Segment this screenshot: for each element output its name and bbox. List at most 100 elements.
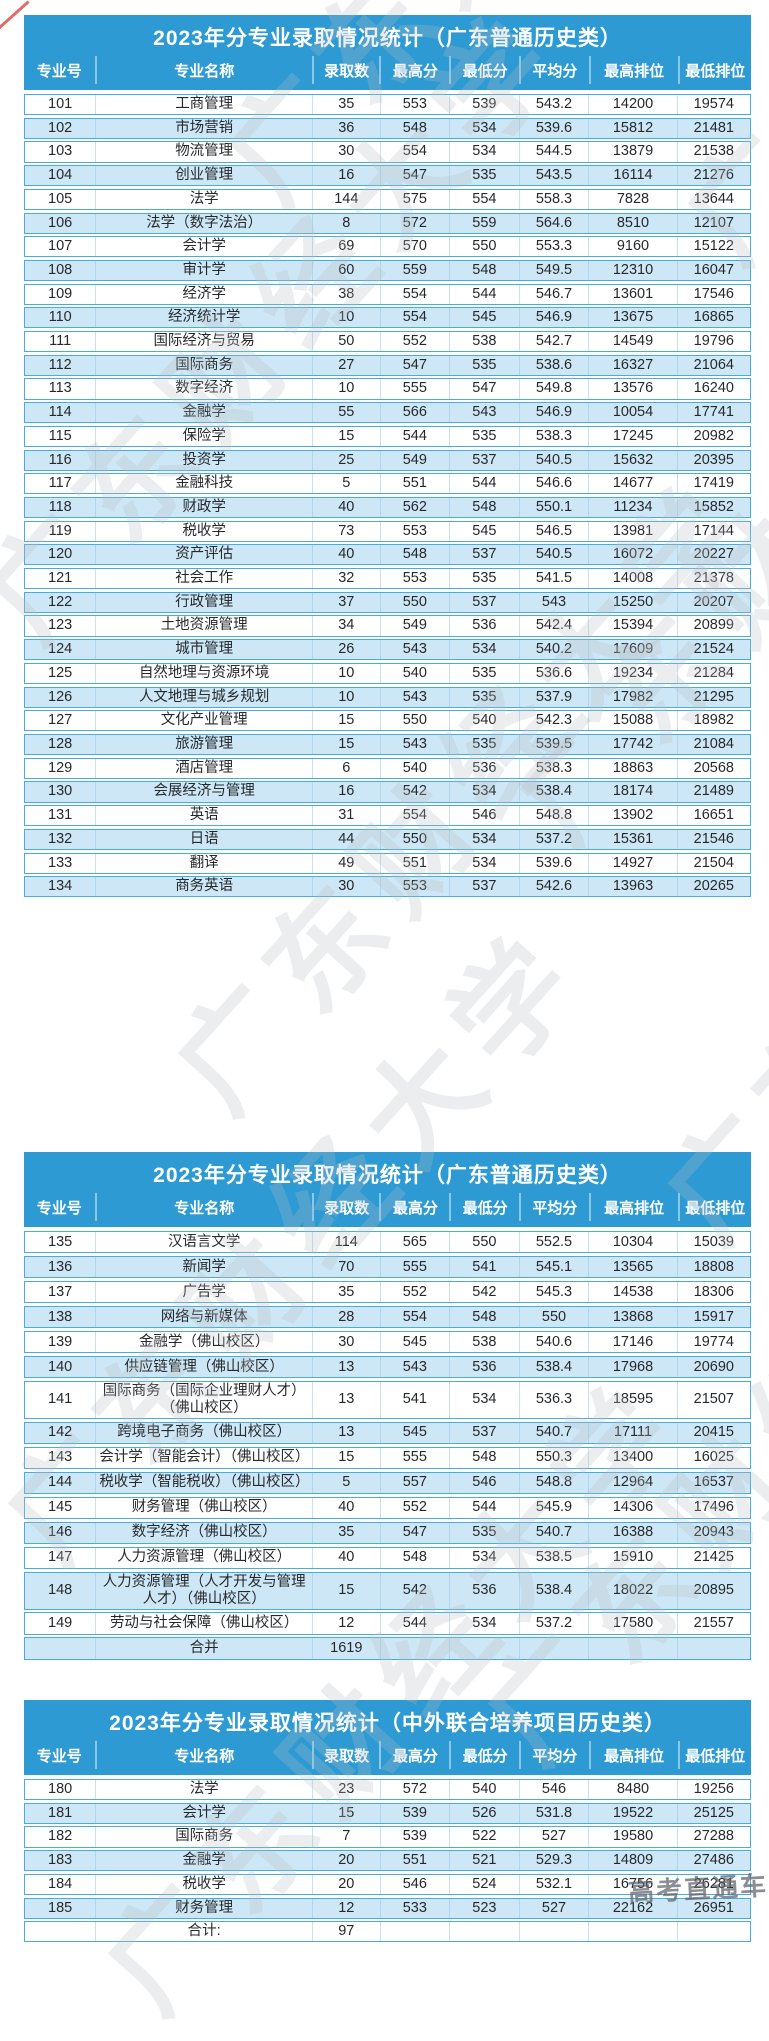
cell-lowest-rank: 20207 [676, 592, 750, 612]
table-row: 136 新闻学 70 555 541 545.1 13565 18808 [24, 1255, 751, 1279]
cell-lowest-rank: 20982 [676, 426, 750, 446]
cell-max-score: 542 [379, 1572, 450, 1609]
cell-best-rank: 15250 [588, 592, 676, 612]
cell-major-name: 法学 [95, 189, 312, 209]
cell-major-name: 税收学 [95, 1874, 312, 1894]
cell-major-code: 143 [48, 1449, 73, 1466]
cell-major-name: 资产评估 [95, 545, 312, 565]
cell-min-score: 536 [449, 616, 519, 636]
cell-avg-score: 527 [518, 1898, 589, 1918]
cell-admit-count: 60 [312, 260, 379, 281]
cell-admit-count: 13 [312, 1356, 379, 1378]
cell-major-code: 109 [48, 285, 73, 302]
cell-lowest-rank: 21524 [676, 640, 750, 660]
cell-major-code: 135 [48, 1233, 73, 1250]
cell-admit-count: 114 [312, 1232, 379, 1253]
cell-avg-score: 553.3 [518, 237, 589, 257]
table-row: 106 法学（数字法治） 8 572 559 564.6 8510 12107 [24, 212, 751, 234]
cell-best-rank: 13879 [588, 142, 676, 162]
cell-major-name: 人文地理与城乡规划 [95, 687, 312, 707]
cell-best-rank: 13981 [588, 521, 676, 541]
cell-major-name: 金融科技 [95, 474, 312, 494]
cell-best-rank [588, 1922, 676, 1942]
cell-best-rank: 17146 [588, 1331, 676, 1353]
cell-admit-count: 97 [312, 1922, 379, 1942]
cell-min-score: 545 [449, 521, 519, 541]
cell-admit-count: 35 [312, 95, 379, 115]
cell-major-name: 日语 [95, 829, 312, 849]
cell-major-name: 物流管理 [95, 142, 312, 162]
cell-best-rank: 14809 [588, 1851, 676, 1871]
cell-best-rank: 19522 [588, 1803, 676, 1823]
cell-min-score: 540 [449, 1780, 519, 1800]
cell-lowest-rank: 16651 [676, 806, 750, 826]
cell-admit-count: 30 [312, 1331, 379, 1353]
cell-admit-count: 40 [312, 1547, 379, 1569]
cell-min-score: 521 [449, 1851, 519, 1871]
cell-major-code: 185 [48, 1899, 73, 1916]
cell-best-rank: 17742 [588, 734, 676, 755]
cell-best-rank [588, 1638, 676, 1659]
table-row: 111 国际经济与贸易 50 552 538 542.7 14549 19796 [24, 331, 751, 353]
cell-major-code: 132 [48, 830, 73, 847]
table-row: 合并 1619 [24, 1637, 751, 1660]
table-row: 145 财务管理（佛山校区） 40 552 544 545.9 14306 17496 [24, 1496, 751, 1520]
cell-major-code: 144 [48, 1474, 73, 1491]
table-row: 113 数字经济 10 555 547 549.8 13576 16240 [24, 378, 751, 400]
table-row: 126 人文地理与城乡规划 10 543 535 537.9 17982 21295 [24, 686, 751, 708]
table-body: 180 法学 23 572 540 546 8480 19256 181 会计学 15 539 526 5… [24, 1779, 751, 1943]
table-row: 140 供应链管理（佛山校区） 13 543 536 538.4 17968 20690 [24, 1355, 751, 1379]
cell-avg-score: 550.1 [518, 497, 589, 518]
cell-admit-count: 55 [312, 403, 379, 423]
cell-lowest-rank: 25125 [676, 1803, 750, 1823]
cell-min-score: 523 [449, 1898, 519, 1918]
cell-lowest-rank: 18306 [676, 1281, 750, 1303]
cell-major-code: 112 [48, 356, 72, 373]
cell-admit-count: 73 [312, 521, 379, 541]
column-header-lowest-rank: 最低排位 [677, 56, 751, 84]
table-row: 185 财务管理 12 533 523 527 22162 26951 [24, 1897, 751, 1919]
cell-major-name: 英语 [95, 806, 312, 826]
table-row: 103 物流管理 30 554 534 544.5 13879 21538 [24, 141, 751, 163]
cell-avg-score: 545.3 [518, 1281, 589, 1303]
cell-avg-score: 536.3 [518, 1381, 589, 1419]
table-row: 105 法学 144 575 554 558.3 7828 13644 [24, 188, 751, 210]
cell-major-code: 136 [48, 1258, 73, 1275]
cell-lowest-rank [676, 1922, 750, 1942]
cell-major-code: 110 [48, 309, 72, 326]
cell-major-name: 新闻学 [95, 1256, 312, 1278]
cell-max-score: 541 [379, 1381, 450, 1419]
cell-major-name: 网络与新媒体 [95, 1306, 312, 1328]
cell-lowest-rank: 21425 [676, 1547, 750, 1569]
cell-best-rank: 13675 [588, 308, 676, 328]
cell-major-code: 126 [48, 688, 73, 705]
cell-major-code: 104 [48, 167, 73, 184]
cell-major-code: 122 [48, 593, 73, 610]
cell-admit-count: 20 [312, 1874, 379, 1894]
column-header-best-rank: 最高排位 [588, 56, 678, 84]
table-row: 107 会计学 69 570 550 553.3 9160 15122 [24, 236, 751, 258]
cell-admit-count: 23 [312, 1780, 379, 1800]
cell-min-score: 535 [449, 734, 519, 755]
cell-major-code: 105 [48, 190, 73, 207]
cell-admit-count: 70 [312, 1256, 379, 1278]
cell-best-rank: 16072 [588, 545, 676, 565]
table-row: 131 英语 31 554 546 548.8 13902 16651 [24, 805, 751, 827]
cell-lowest-rank: 20265 [676, 877, 750, 897]
cell-major-code: 149 [48, 1615, 73, 1632]
cell-max-score: 553 [379, 877, 450, 897]
cell-major-name: 会计学 [95, 237, 312, 257]
cell-admit-count: 26 [312, 640, 379, 660]
cell-lowest-rank: 15917 [676, 1306, 750, 1328]
cell-max-score: 550 [379, 711, 450, 731]
cell-min-score: 534 [449, 782, 519, 802]
cell-lowest-rank: 17419 [676, 474, 750, 494]
table-row: 119 税收学 73 553 545 546.5 13981 17144 [24, 520, 751, 542]
cell-min-score: 538 [449, 332, 519, 352]
cell-avg-score: 542.4 [518, 616, 589, 636]
cell-max-score: 544 [379, 426, 450, 446]
cell-best-rank: 13400 [588, 1447, 676, 1469]
cell-max-score: 548 [379, 545, 450, 565]
table-row: 129 酒店管理 6 540 536 538.3 18863 20568 [24, 757, 751, 779]
cell-major-code: 113 [48, 380, 72, 397]
